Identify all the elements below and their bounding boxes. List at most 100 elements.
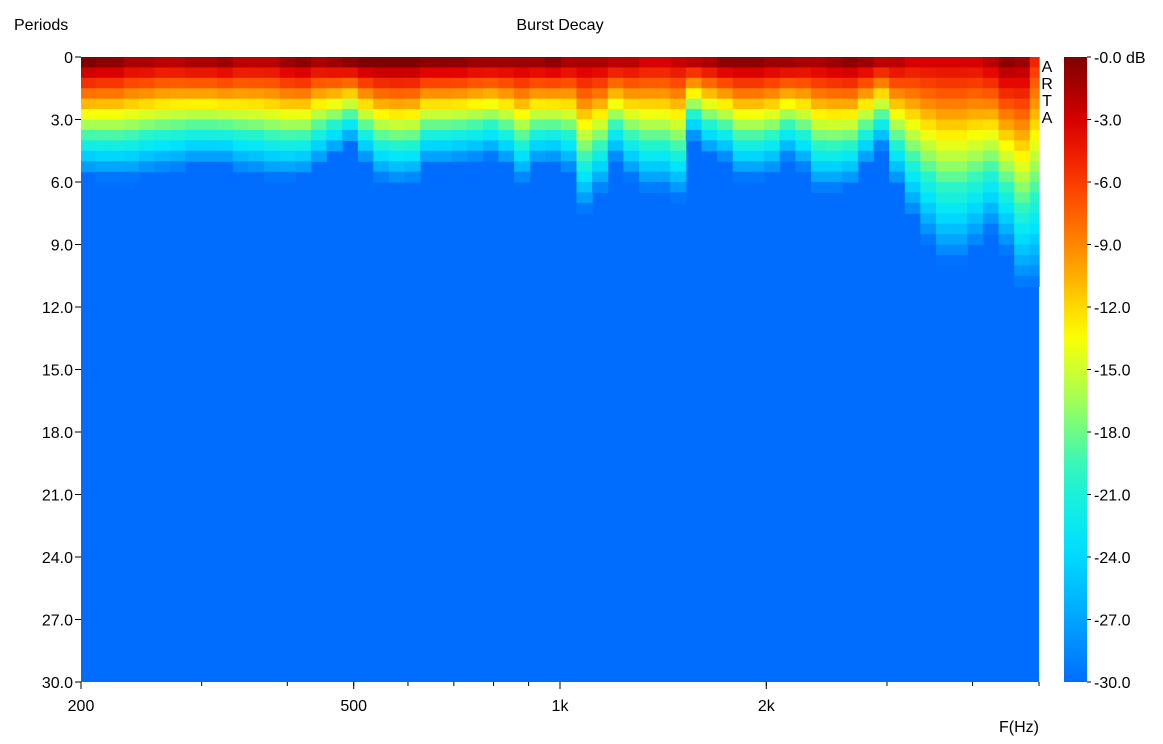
heatmap-cell: [982, 202, 1000, 214]
heatmap-cell: [373, 98, 390, 110]
heatmap-cell: [764, 67, 781, 79]
heatmap-cell: [498, 150, 515, 162]
heatmap-cell: [654, 150, 671, 162]
heatmap-cell: [639, 67, 656, 79]
heatmap-cell: [795, 129, 812, 141]
heatmap-cell: [998, 98, 1015, 110]
heatmap-cell: [842, 109, 859, 121]
heatmap-cell: [295, 88, 312, 100]
heatmap-cell: [545, 129, 562, 141]
heatmap-cell: [389, 171, 406, 183]
heatmap-cell: [842, 98, 859, 110]
heatmap-cell: [935, 234, 953, 246]
heatmap-cell: [951, 161, 968, 173]
colorbar-tick-label: -12.0: [1094, 300, 1131, 317]
heatmap-cell: [904, 119, 921, 131]
heatmap-cell: [279, 140, 296, 152]
heatmap-cell: [1014, 244, 1031, 256]
heatmap-cell: [717, 57, 734, 69]
heatmap-cell: [389, 140, 406, 152]
heatmap-cell: [889, 77, 906, 89]
heatmap-cell: [717, 150, 734, 162]
heatmap-cell: [1014, 234, 1031, 246]
heatmap-cell: [639, 119, 656, 131]
heatmap-cell: [404, 140, 421, 152]
heatmap-cell: [685, 98, 703, 110]
heatmap-cell: [732, 109, 749, 121]
heatmap-cell: [701, 77, 718, 89]
heatmap-cell: [248, 119, 265, 131]
heatmap-cell: [1029, 140, 1040, 152]
heatmap-cell: [779, 67, 796, 79]
heatmap-cell: [248, 88, 265, 100]
heatmap-cell: [1014, 192, 1031, 204]
heatmap-cell: [732, 171, 749, 183]
heatmap-cell: [967, 140, 984, 152]
heatmap-cell: [170, 150, 186, 162]
heatmap-cell: [826, 67, 843, 79]
heatmap-cell: [670, 140, 687, 152]
heatmap-cell: [435, 67, 453, 79]
y-axis-ticks: 0 3.0 6.0 9.0 12.0 15.0 18.0 21.0 24.0 27.0 30.0: [42, 50, 81, 692]
heatmap-cell: [154, 77, 171, 89]
heatmap-cell: [217, 119, 234, 131]
heatmap-cell: [998, 129, 1015, 141]
heatmap-cell: [1039, 119, 1040, 131]
heatmap-cell: [389, 88, 406, 100]
heatmap-cell: [592, 171, 609, 183]
heatmap-cell: [310, 129, 327, 141]
heatmap-cell: [654, 98, 671, 110]
heatmap-cell: [592, 77, 609, 89]
heatmap-cell: [857, 67, 875, 79]
heatmap-cell: [935, 213, 953, 225]
heatmap-cell: [232, 129, 249, 141]
heatmap-cell: [998, 109, 1015, 121]
heatmap-cell: [810, 129, 828, 141]
heatmap-cell: [935, 171, 953, 183]
heatmap-cell: [920, 88, 937, 100]
heatmap-cell: [748, 88, 765, 100]
heatmap-cell: [935, 161, 953, 173]
heatmap-cell: [81, 150, 97, 162]
heatmap-cell: [764, 98, 781, 110]
heatmap-cell: [904, 171, 921, 183]
heatmap-cell: [920, 171, 937, 183]
heatmap-cell: [545, 109, 562, 121]
heatmap-cell: [357, 129, 374, 141]
heatmap-cell: [279, 171, 296, 183]
heatmap-cell: [998, 182, 1015, 194]
heatmap-cell: [170, 140, 186, 152]
heatmap-cell: [451, 88, 468, 100]
colorbar-tick-label: -6.0: [1094, 175, 1122, 192]
heatmap-cell: [264, 88, 281, 100]
heatmap-cell: [404, 150, 421, 162]
heatmap-cell: [779, 129, 796, 141]
heatmap-cell: [935, 77, 953, 89]
heatmap-cell: [279, 119, 296, 131]
heatmap-cell: [1029, 254, 1040, 266]
heatmap-cell: [826, 77, 843, 89]
heatmap-cell: [935, 129, 953, 141]
heatmap-cell: [498, 88, 515, 100]
heatmap-cell: [967, 98, 984, 110]
heatmap-cell: [1039, 275, 1040, 287]
watermark-letter: A: [1042, 59, 1053, 76]
heatmap-cell: [217, 150, 234, 162]
heatmap-cell: [232, 161, 249, 173]
heatmap-cell: [920, 109, 937, 121]
heatmap-cell: [592, 129, 609, 141]
heatmap-cell: [123, 67, 140, 79]
heatmap-cell: [842, 119, 859, 131]
heatmap-cell: [779, 109, 796, 121]
heatmap-cell: [935, 98, 953, 110]
heatmap-cell: [1039, 182, 1040, 194]
heatmap-cell: [81, 109, 97, 121]
heatmap-cell: [1039, 77, 1040, 89]
heatmap-cell: [81, 140, 97, 152]
heatmap-cell: [1029, 109, 1040, 121]
heatmap-cell: [576, 161, 593, 173]
heatmap-cell: [404, 77, 421, 89]
heatmap-cell: [717, 109, 734, 121]
heatmap-cell: [951, 254, 968, 266]
heatmap-cell: [873, 57, 890, 69]
